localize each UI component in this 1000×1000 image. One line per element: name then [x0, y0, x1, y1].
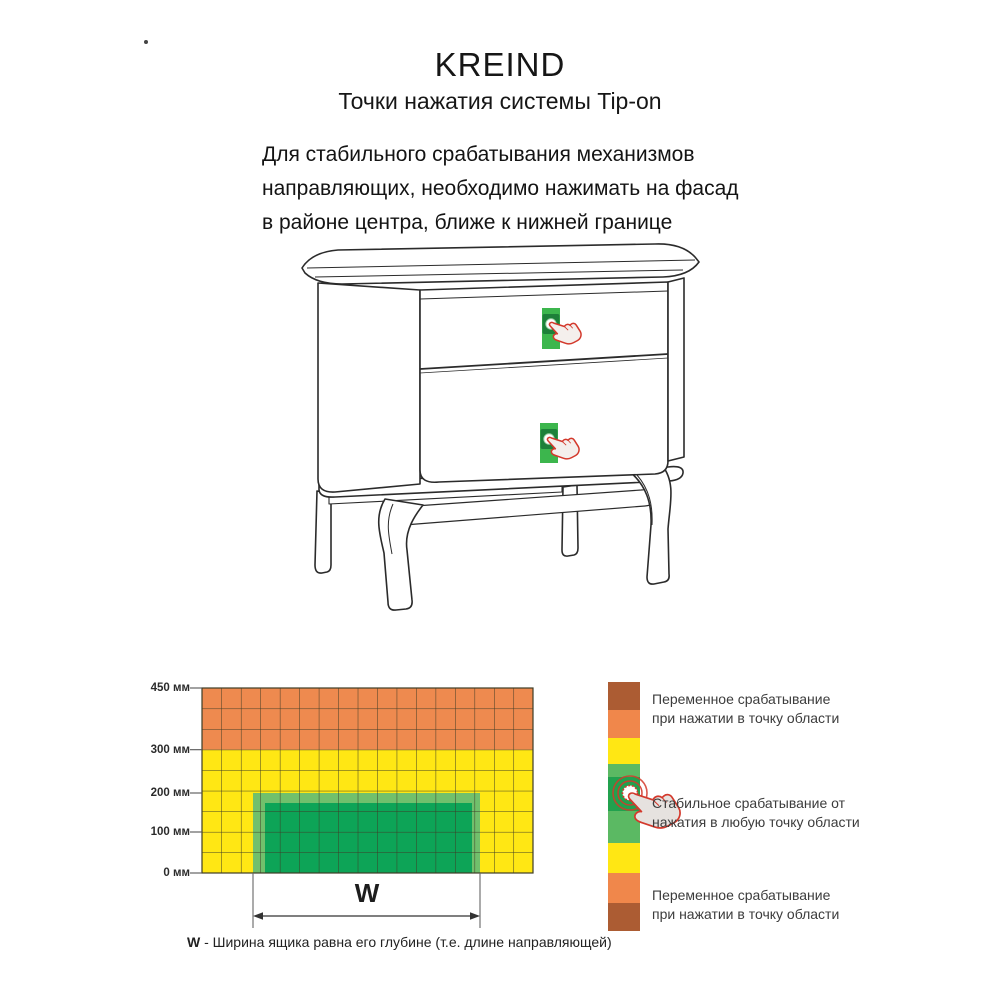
legend-item-variable-bottom: Переменное срабатывание при нажатии в то…: [652, 886, 839, 923]
y-tick-0: 0 мм: [163, 867, 190, 879]
intro-line: направляющих, необходимо нажимать на фас…: [262, 177, 739, 200]
intro-line: в районе центра, ближе к нижней границе: [262, 211, 673, 234]
press-zone-drawer-2: [540, 423, 583, 466]
grid-lines: [201, 687, 534, 874]
page-subtitle: Точки нажатия системы Tip-on: [338, 88, 662, 114]
press-zone-chart: [190, 687, 534, 928]
intro-line: Для стабильного срабатывания механизмов: [262, 143, 695, 166]
width-dimension-label: W: [354, 878, 380, 908]
dimension-w: [252, 873, 481, 928]
legend-item-line: нажатия в любую точку области: [652, 813, 860, 830]
footnote: W - Ширина ящика равна его глубине (т.е.…: [187, 934, 612, 950]
legend-swatch-brown: [608, 682, 640, 710]
nightstand-drawing: [301, 243, 700, 611]
legend-item-stable: Стабильное срабатывание от нажатия в люб…: [652, 794, 860, 831]
tap-hand-icon: [612, 775, 681, 829]
press-zone-drawer-1: [542, 308, 585, 351]
legend-item-line: Переменное срабатывание: [652, 691, 831, 707]
legend-item-variable-top: Переменное срабатывание при нажатии в то…: [652, 690, 839, 727]
legend-swatch-yellow: [608, 843, 640, 873]
y-tick-200: 200 мм: [150, 787, 190, 799]
legend-swatch-brown: [608, 903, 640, 931]
legend-item-line: при нажатии в точку области: [652, 905, 840, 922]
drawer-divider: [419, 353, 669, 370]
cabinet-front-face: [419, 281, 669, 484]
intro-paragraph: Для стабильного срабатывания механизмов …: [262, 138, 739, 240]
footnote-text: - Ширина ящика равна его глубине (т.е. д…: [200, 934, 612, 950]
legend-item-line: Переменное срабатывание: [652, 887, 831, 903]
brand-title: KREIND: [434, 46, 566, 83]
legend-swatch-orange: [608, 873, 640, 903]
y-tick-300: 300 мм: [150, 744, 190, 756]
front-right-leg: [628, 464, 672, 585]
footnote-term: W: [187, 934, 201, 950]
cabinet-side-panel: [317, 282, 421, 493]
cabinet-right-stile: [667, 277, 685, 462]
legend-item-line: Стабильное срабатывание от: [652, 795, 846, 811]
y-tick-450: 450 мм: [150, 682, 190, 694]
front-left-leg: [377, 498, 424, 611]
legend-swatch-yellow: [608, 738, 640, 764]
stray-dot: [144, 40, 148, 44]
y-tick-100: 100 мм: [150, 826, 190, 838]
legend-swatch-green: [608, 764, 640, 777]
legend-swatch-orange: [608, 710, 640, 738]
legend-item-line: при нажатии в точку области: [652, 709, 840, 726]
rear-left-leg: [314, 490, 332, 574]
